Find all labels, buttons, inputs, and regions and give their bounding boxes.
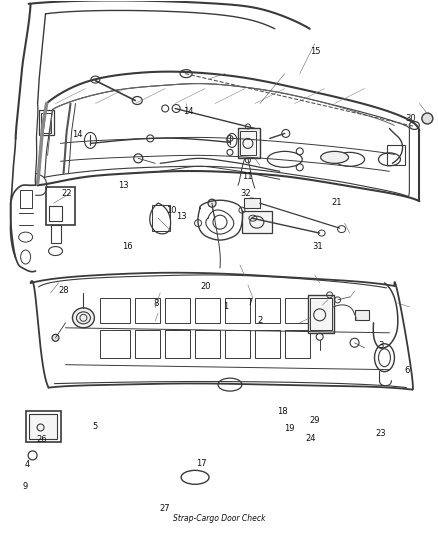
Bar [39, 110, 53, 135]
Bar [308, 295, 334, 333]
Bar [49, 206, 63, 221]
Bar [20, 190, 32, 208]
Text: 28: 28 [59, 286, 69, 295]
Text: 13: 13 [177, 212, 187, 221]
Bar [255, 330, 280, 358]
Text: 5: 5 [92, 423, 97, 431]
Bar [238, 128, 260, 158]
Text: 7: 7 [247, 298, 252, 307]
Text: 1: 1 [223, 302, 228, 311]
Bar [285, 298, 310, 323]
Text: 21: 21 [332, 198, 342, 207]
Text: 32: 32 [240, 189, 251, 198]
Bar [255, 298, 280, 323]
Bar [388, 146, 406, 165]
Bar [50, 225, 60, 243]
Text: 20: 20 [201, 281, 211, 290]
Text: 8: 8 [153, 299, 159, 308]
Text: 17: 17 [196, 458, 207, 467]
Bar [225, 298, 250, 323]
Text: 29: 29 [310, 416, 320, 425]
Text: 11: 11 [242, 172, 253, 181]
Ellipse shape [321, 151, 349, 163]
Bar [355, 310, 368, 320]
Ellipse shape [422, 113, 433, 124]
Ellipse shape [52, 334, 59, 341]
Text: 10: 10 [166, 206, 176, 215]
Bar [165, 298, 190, 323]
Bar [225, 330, 250, 358]
Bar [244, 198, 260, 208]
Bar [195, 330, 220, 358]
Bar [240, 132, 256, 155]
Text: 2: 2 [258, 316, 263, 325]
Text: 13: 13 [118, 181, 128, 190]
Text: 31: 31 [312, 243, 322, 252]
Bar [195, 298, 220, 323]
Bar [135, 298, 160, 323]
Text: 30: 30 [406, 114, 417, 123]
Text: 23: 23 [375, 430, 386, 438]
Bar [135, 330, 160, 358]
Bar [41, 114, 50, 133]
Text: 14: 14 [183, 107, 194, 116]
Bar [100, 298, 130, 323]
Bar [46, 187, 75, 225]
Text: 14: 14 [72, 130, 82, 139]
Bar [242, 211, 272, 233]
Bar [152, 205, 170, 231]
Text: 26: 26 [37, 435, 47, 443]
Text: 16: 16 [122, 243, 133, 252]
Text: Strap-Cargo Door Check: Strap-Cargo Door Check [173, 514, 265, 523]
Ellipse shape [208, 199, 216, 207]
Text: 3: 3 [378, 341, 383, 350]
Bar [165, 330, 190, 358]
Text: 22: 22 [61, 189, 71, 198]
Ellipse shape [72, 308, 95, 328]
Text: 27: 27 [159, 504, 170, 513]
Bar [310, 298, 332, 330]
Text: 6: 6 [404, 366, 410, 375]
Text: 18: 18 [277, 407, 288, 416]
Bar [100, 330, 130, 358]
Text: 9: 9 [22, 482, 27, 491]
Text: 4: 4 [24, 459, 29, 469]
Text: 15: 15 [310, 47, 320, 56]
Text: 24: 24 [305, 434, 316, 442]
Bar [25, 410, 60, 442]
Text: 19: 19 [284, 424, 294, 432]
Bar [285, 330, 310, 358]
Bar [28, 414, 57, 439]
